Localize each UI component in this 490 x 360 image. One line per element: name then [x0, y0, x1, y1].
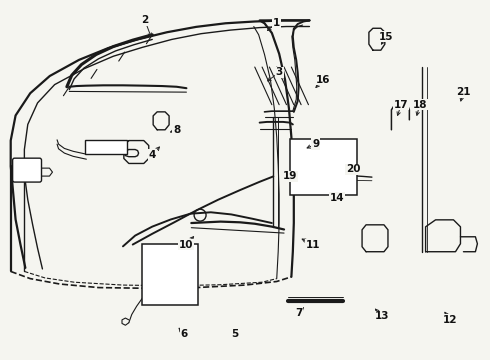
Text: 8: 8 — [173, 125, 180, 135]
Text: 15: 15 — [379, 32, 394, 41]
Text: 7: 7 — [295, 308, 302, 318]
Text: 2: 2 — [141, 15, 148, 26]
Text: 4: 4 — [148, 150, 156, 160]
Text: 3: 3 — [275, 67, 283, 77]
Text: 18: 18 — [413, 100, 427, 110]
Text: 14: 14 — [329, 193, 344, 203]
Text: 19: 19 — [283, 171, 297, 181]
Text: 5: 5 — [232, 329, 239, 339]
Text: 20: 20 — [346, 164, 361, 174]
Text: 16: 16 — [316, 75, 330, 85]
FancyBboxPatch shape — [142, 244, 198, 305]
Text: 21: 21 — [456, 87, 470, 97]
Text: 17: 17 — [394, 100, 409, 110]
Text: 13: 13 — [374, 311, 389, 321]
Text: 10: 10 — [179, 239, 194, 249]
FancyBboxPatch shape — [291, 139, 357, 195]
Text: 1: 1 — [273, 18, 280, 28]
Text: 11: 11 — [306, 239, 320, 249]
Text: 9: 9 — [312, 139, 319, 149]
FancyBboxPatch shape — [85, 140, 127, 154]
Text: 6: 6 — [180, 329, 188, 339]
Text: 12: 12 — [443, 315, 457, 325]
FancyBboxPatch shape — [13, 158, 42, 182]
